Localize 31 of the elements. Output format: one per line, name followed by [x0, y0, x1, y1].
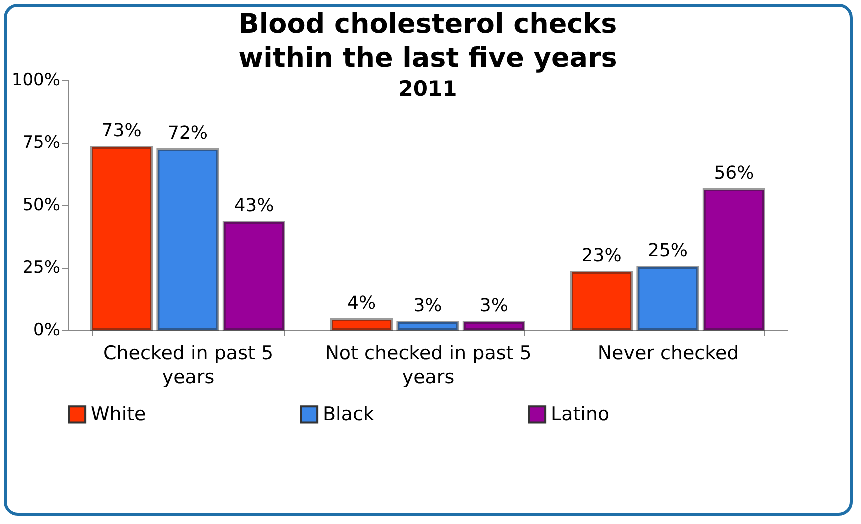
data-label: 73% [102, 120, 142, 142]
bar [330, 318, 394, 332]
x-tick-label: Checked in past 5 years [103, 342, 274, 388]
data-label: 3% [480, 296, 508, 316]
legend-label: White [91, 404, 146, 426]
y-tick-label: 0% [34, 320, 60, 340]
data-label: 72% [168, 123, 208, 144]
legend-label: Latino [551, 404, 610, 426]
data-label: 4% [348, 293, 376, 314]
x-tick-label: Not checked in past 5 years [325, 342, 532, 388]
data-label: 43% [234, 196, 274, 216]
y-tick-label: 50% [22, 196, 60, 216]
data-label: 3% [414, 296, 442, 316]
x-tick-label: Never checked [598, 342, 740, 364]
data-label: 25% [648, 240, 688, 262]
y-tick-label: 75% [22, 133, 60, 153]
bar [702, 188, 766, 332]
chart-title: Blood cholesterol checks within the last five years [238, 9, 618, 74]
bar [156, 148, 220, 332]
y-tick-label: 100% [12, 70, 60, 90]
data-label: 23% [582, 246, 622, 266]
bar [462, 321, 526, 332]
bar [396, 321, 460, 332]
bar [222, 221, 286, 332]
data-label: 56% [714, 163, 754, 184]
y-tick-label: 25% [22, 258, 60, 278]
bar [570, 271, 634, 332]
legend-label: Black [323, 404, 374, 426]
chart-subtitle: 2011 [398, 77, 458, 101]
bar [90, 146, 154, 332]
bar [636, 266, 700, 332]
